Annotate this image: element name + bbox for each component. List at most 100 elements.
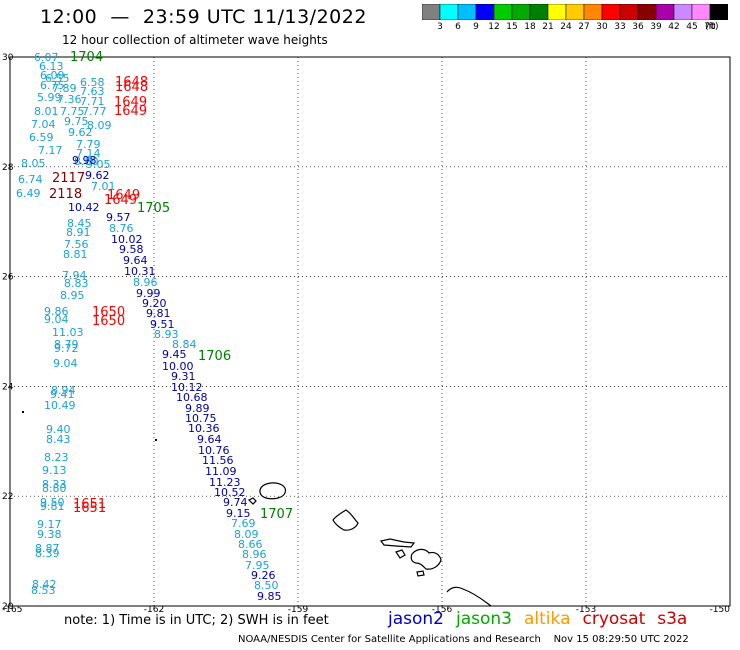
island-niihau xyxy=(247,497,257,505)
wave-height-value: 9.04 xyxy=(53,357,78,370)
wave-height-value: 7.56 xyxy=(64,238,89,251)
wave-height-value: 8.42 xyxy=(32,578,57,591)
wave-height-value: 9.74 xyxy=(223,496,248,509)
island-kahoolawe xyxy=(416,570,425,577)
color-scale-label: 39 xyxy=(650,22,662,32)
wave-height-value: 7.14 xyxy=(76,147,101,160)
pass-time-label: 1648 xyxy=(115,80,148,95)
pass-time-label: 1704 xyxy=(70,50,103,65)
wave-height-value: 8.96 xyxy=(133,276,158,289)
wave-height-value: 9.45 xyxy=(162,348,187,361)
color-scale-label: 21 xyxy=(542,22,554,32)
wave-height-value: 8.45 xyxy=(67,217,92,230)
axis-tick-labels: 30 28 26 24 22 20-165 -162 -159 -156 -153 -150 xyxy=(2,53,730,615)
pass-time-label: 1706 xyxy=(198,349,231,364)
color-scale-unit: (ft) xyxy=(705,22,719,32)
satellite-legend-entry: s3a xyxy=(657,609,688,629)
wave-height-value: 9.57 xyxy=(106,211,131,224)
wave-height-value: 10.02 xyxy=(111,233,143,246)
wave-height-value: 10.12 xyxy=(171,381,203,394)
lon-tick-label: -150 xyxy=(710,605,731,615)
wave-height-value: 9.64 xyxy=(123,254,148,267)
wave-height-value: 6.59 xyxy=(29,131,54,144)
small-islets xyxy=(22,411,157,441)
wave-height-value: 6.74 xyxy=(18,173,43,186)
wave-height-value: 9.98 xyxy=(72,154,97,167)
pass-time-label: 1650 xyxy=(92,314,125,329)
wave-height-value: 10.49 xyxy=(44,399,76,412)
wave-height-value: 6.55 xyxy=(45,72,70,85)
wave-height-value: 8.39 xyxy=(35,547,60,560)
wave-height-value: 7.94 xyxy=(62,269,87,282)
pass-time-labels: 1704170517061707164816481649164916491649… xyxy=(49,50,293,522)
satellite-legend-entry: jason3 xyxy=(456,609,512,629)
color-scale-label: 3 xyxy=(437,22,443,32)
wave-height-value: 8.76 xyxy=(109,222,134,235)
pass-time-label: 2118 xyxy=(49,187,82,202)
satellite-legend-entry: altika xyxy=(524,609,571,629)
wave-height-value: 8.87 xyxy=(35,542,60,555)
wave-height-value: 9.64 xyxy=(197,433,222,446)
wave-height-value: 9.50 xyxy=(40,496,65,509)
lon-tick-label: -159 xyxy=(288,605,309,615)
wave-height-value: 6.75 xyxy=(40,79,65,92)
wave-height-value: 6.09 xyxy=(40,69,65,82)
wave-height-value: 7.36 xyxy=(57,93,82,106)
wave-height-value: 9.05 xyxy=(86,158,111,171)
wave-height-value: 9.81 xyxy=(40,500,65,513)
wave-height-value: 9.58 xyxy=(119,243,144,256)
wave-height-value: 9.99 xyxy=(136,287,161,300)
wave-height-value: 8.80 xyxy=(42,482,67,495)
wave-height-value: 8.53 xyxy=(31,584,56,597)
pass-time-label: 1649 xyxy=(114,104,147,119)
pass-time-label: 1649 xyxy=(114,95,147,110)
color-scale-label: 6 xyxy=(455,22,461,32)
color-scale-label: 36 xyxy=(632,22,644,32)
pass-time-label: 1648 xyxy=(115,75,148,90)
wave-height-value: 11.09 xyxy=(205,465,237,478)
wave-height-value: 8.93 xyxy=(154,328,179,341)
pass-time-label: 1651 xyxy=(73,501,106,516)
wave-height-value: 9.51 xyxy=(150,318,175,331)
wave-height-value: 9.86 xyxy=(44,305,69,318)
lat-tick-label: 30 xyxy=(2,53,14,63)
wave-height-value: 9.17 xyxy=(37,518,62,531)
color-scale-labels: 3 6 9 12 15 18 21 24 27 30 33 36 39 42 45 70 xyxy=(422,22,728,34)
wave-height-value: 6.58 xyxy=(80,76,105,89)
pass-time-label: 2117 xyxy=(52,171,85,186)
wave-height-value: 5.99 xyxy=(37,91,62,104)
map-frame xyxy=(9,56,731,607)
wave-height-value: 9.15 xyxy=(226,507,251,520)
island-kauai xyxy=(259,482,287,500)
wave-height-value: 10.42 xyxy=(68,201,100,214)
wave-height-value: 8.09 xyxy=(87,119,112,132)
color-scale-label: 18 xyxy=(524,22,536,32)
wave-height-value: 11.23 xyxy=(209,476,241,489)
color-scale-label: 70 xyxy=(704,22,716,32)
wave-height-value: 9.38 xyxy=(37,528,62,541)
color-scale-label: 24 xyxy=(560,22,572,32)
pass-time-label: 1649 xyxy=(107,188,140,203)
wave-height-value: 9.81 xyxy=(146,307,171,320)
footer-credit: NOAA/NESDIS Center for Satellite Applica… xyxy=(238,634,689,645)
island-oahu xyxy=(332,509,359,531)
wave-height-value: 7.79 xyxy=(76,138,101,151)
lat-tick-label: 24 xyxy=(2,382,14,392)
wave-height-value: 9.85 xyxy=(257,590,282,603)
wave-height-value: 6.07 xyxy=(34,51,59,64)
wave-height-value: 10.52 xyxy=(214,486,246,499)
pass-time-label: 1650 xyxy=(92,305,125,320)
wave-height-value: 10.00 xyxy=(162,360,194,373)
island-maui xyxy=(410,548,442,570)
wave-height-value: 9.89 xyxy=(185,402,210,415)
satellite-legend: jason2 jason3 altika cryosat s3a xyxy=(388,609,699,629)
note-text: note: 1) Time is in UTC; 2) SWH is in fe… xyxy=(64,613,329,628)
wave-height-value: 8.05 xyxy=(21,157,46,170)
wave-height-value: 9.40 xyxy=(46,423,71,436)
lat-tick-label: 28 xyxy=(2,163,14,173)
hawaiian-islands xyxy=(247,482,492,607)
pass-time-label: 1707 xyxy=(260,507,293,522)
color-scale-label: 12 xyxy=(488,22,500,32)
jason3-light-values: 8.768.968.938.847.698.098.668.967.958.50 xyxy=(109,222,279,592)
